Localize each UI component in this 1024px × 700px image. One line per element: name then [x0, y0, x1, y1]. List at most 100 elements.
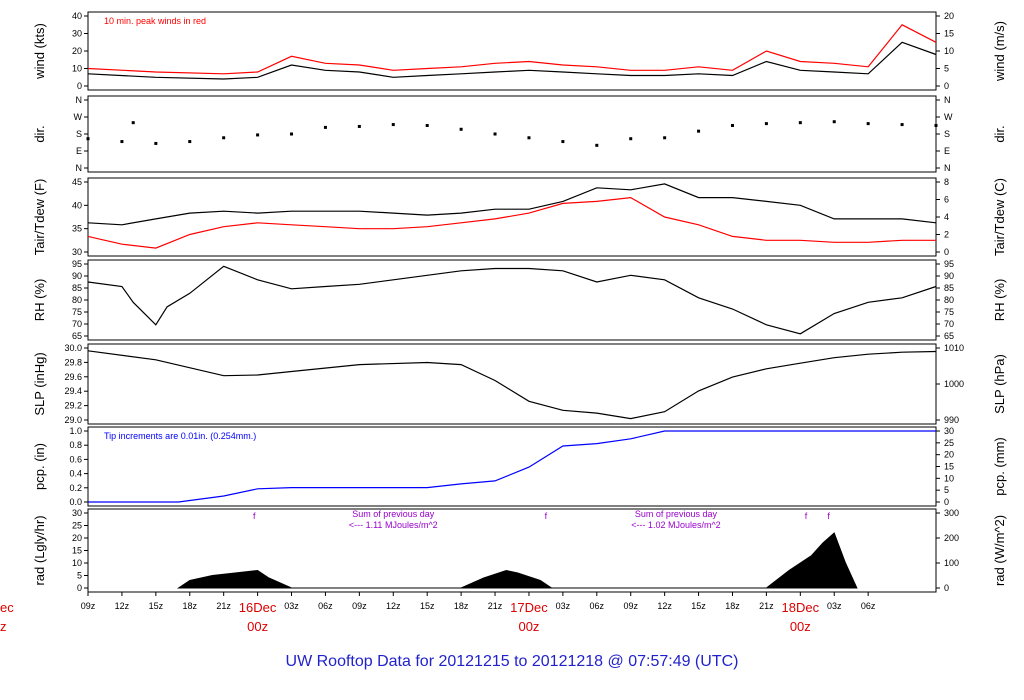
right-tick-label: 10	[944, 473, 954, 483]
left-tick-label: 30	[72, 247, 82, 257]
direction-point	[256, 133, 260, 137]
day-label: 16Dec	[239, 600, 277, 615]
x-tick-label: 21z	[216, 601, 231, 611]
direction-point	[357, 124, 361, 128]
y-axis-title-left: Tair/Tdew (F)	[32, 179, 47, 256]
y-axis-title-right: rad (W/m^2)	[992, 515, 1007, 586]
panel-slp: 29.0 29.2 29.4 29.6 29.8 30.0 990 1000 1010 SLP (…	[32, 343, 1007, 425]
flag-marker: f	[253, 511, 256, 521]
x-tick-label: 15z	[691, 601, 706, 611]
left-tick-label: 0.4	[69, 469, 82, 479]
left-tick-label: 20	[72, 46, 82, 56]
panel-annotation: Tip increments are 0.01in. (0.254mm.)	[104, 431, 256, 441]
x-tick-label: 03z	[284, 601, 299, 611]
day-hour-label: 00z	[247, 619, 268, 634]
direction-point	[493, 132, 497, 136]
left-tick-label: 29.2	[64, 401, 82, 411]
y-axis-title-right: RH (%)	[992, 279, 1007, 322]
y-axis-title-right: Tair/Tdew (C)	[992, 178, 1007, 256]
panel-frame	[87, 95, 937, 173]
left-tick-label: N	[76, 95, 83, 105]
panel-wind: 0 10 20 30 40 0 5 10 15 20 wind (kts) wind (m/s) 10 …	[32, 11, 1007, 91]
series-line-0	[87, 350, 937, 420]
left-tick-label: 5	[77, 571, 82, 581]
right-tick-label: 15	[944, 462, 954, 472]
direction-point	[561, 140, 565, 144]
left-tick-label: 29.6	[64, 372, 82, 382]
right-tick-label: E	[944, 146, 950, 156]
day-label: 18Dec	[782, 600, 820, 615]
direction-point	[425, 124, 429, 127]
right-tick-label: 990	[944, 415, 959, 425]
left-tick-label: 25	[72, 521, 82, 531]
left-tick-label: 0	[77, 583, 82, 593]
y-axis-title-left: RH (%)	[32, 279, 47, 322]
right-tick-label: 0	[944, 583, 949, 593]
right-tick-label: 75	[944, 307, 954, 317]
left-tick-label: 0.0	[69, 497, 82, 507]
left-tick-label: 20	[72, 533, 82, 543]
direction-point	[323, 125, 327, 129]
direction-point	[798, 121, 802, 125]
left-tick-label: 30	[72, 29, 82, 39]
right-tick-label: N	[944, 163, 951, 173]
right-tick-label: 5	[944, 485, 949, 495]
y-axis-title-left: dir.	[32, 125, 47, 142]
right-tick-label: 0	[944, 247, 949, 257]
direction-point	[866, 122, 870, 126]
y-axis-title-right: pcp. (mm)	[992, 437, 1007, 496]
right-tick-label: W	[944, 112, 953, 122]
right-tick-label: 5	[944, 64, 949, 74]
x-tick-label: 09z	[81, 601, 96, 611]
right-tick-label: 0	[944, 497, 949, 507]
right-tick-label: 20	[944, 450, 954, 460]
direction-point	[832, 120, 836, 124]
time-axis: 09z 12z 15z 18z 21z 03z 06z 09z 12z 15z 18z 21z 03z 0…	[0, 592, 876, 634]
direction-point	[188, 140, 192, 144]
panel-annotation: 10 min. peak winds in red	[104, 16, 206, 26]
daily-sum-title: Sum of previous day	[635, 509, 718, 519]
y-axis-title-left: rad (Lgly/hr)	[32, 515, 47, 585]
series-line-0	[87, 41, 937, 80]
left-tick-label: 0.8	[69, 440, 82, 450]
x-tick-label: 18z	[725, 601, 740, 611]
x-tick-label: 09z	[623, 601, 638, 611]
right-tick-label: 100	[944, 558, 959, 568]
direction-point	[86, 137, 90, 141]
direction-point	[154, 141, 158, 145]
left-tick-label: 95	[72, 259, 82, 269]
series-line-1	[87, 196, 936, 249]
left-tick-label: 75	[72, 307, 82, 317]
direction-point	[663, 136, 667, 140]
x-tick-label: 06z	[590, 601, 605, 611]
right-tick-label: 95	[944, 259, 954, 269]
left-tick-label: 15	[72, 546, 82, 556]
daily-sum-title: Sum of previous day	[352, 509, 435, 519]
x-tick-label: 12z	[657, 601, 672, 611]
y-axis-title-left: SLP (inHg)	[32, 352, 47, 415]
direction-point	[131, 121, 135, 125]
y-axis-title-left: pcp. (in)	[32, 443, 47, 490]
left-tick-label: W	[74, 112, 83, 122]
x-tick-label: 06z	[318, 601, 333, 611]
y-axis-title-right: wind (m/s)	[992, 21, 1007, 82]
panel-frame	[87, 259, 937, 341]
left-tick-label: 70	[72, 319, 82, 329]
direction-point	[900, 123, 904, 127]
left-tick-label: 30	[72, 508, 82, 518]
x-tick-label: 06z	[861, 601, 876, 611]
left-tick-label: 35	[72, 224, 82, 234]
direction-point	[730, 124, 734, 127]
panel-rh: 65 70 75 80 85 90 95 65 70 75 80 85 90 95 RH (%) RH (%)	[32, 259, 1007, 341]
left-tick-label: 30.0	[64, 343, 82, 353]
left-tick-label: 0.6	[69, 454, 82, 464]
right-tick-label: 85	[944, 283, 954, 293]
right-tick-label: N	[944, 95, 951, 105]
direction-point	[222, 136, 226, 140]
left-tick-label: 80	[72, 295, 82, 305]
right-tick-label: 65	[944, 331, 954, 341]
left-tick-label: 10	[72, 64, 82, 74]
right-tick-label: 1010	[944, 343, 964, 353]
right-tick-label: 8	[944, 177, 949, 187]
